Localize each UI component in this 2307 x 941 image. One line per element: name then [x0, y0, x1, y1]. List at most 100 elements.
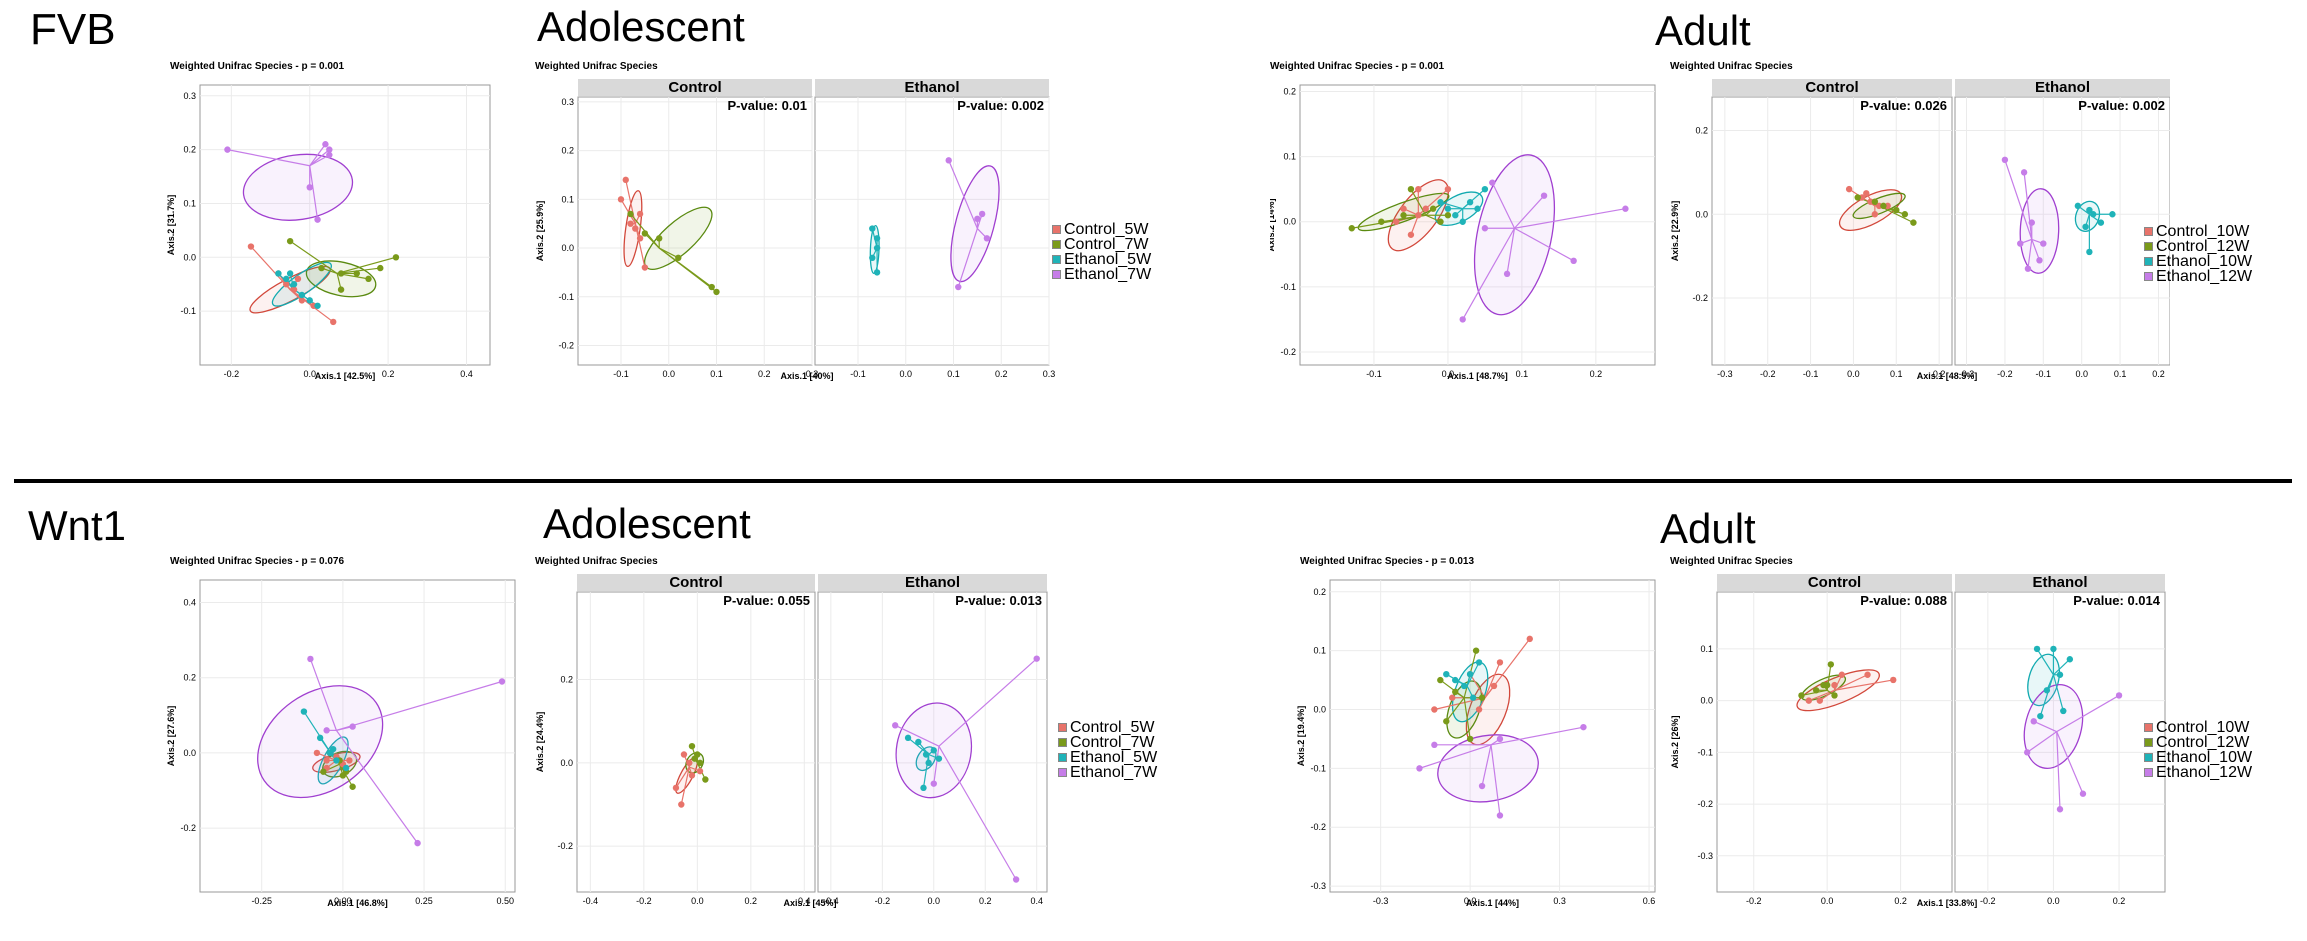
x-tick-label: -0.1	[1366, 369, 1382, 379]
p-value-label: P-value: 0.002	[2078, 98, 2165, 113]
x-tick-label: 0.0	[2075, 369, 2088, 379]
plot-panel: -0.1 0.0 0.1 0.2 0.3 Ethanol P-value: 0.002	[814, 79, 1055, 379]
spider-line	[1491, 182, 1516, 229]
point-Ethanol_5W	[925, 759, 932, 767]
point-Control_12W	[1348, 225, 1355, 232]
point-Control_5W	[641, 264, 649, 271]
legend-swatch	[2144, 738, 2153, 747]
point-Control_12W	[1820, 681, 1827, 689]
point-Ethanol_12W	[2056, 806, 2064, 813]
legend-wnt1-adult: Control_10W Control_12W Ethanol_10W Etha…	[2144, 720, 2252, 781]
spider-line	[2033, 720, 2057, 733]
y-tick-label: 0.2	[1313, 587, 1326, 597]
chart-fvb-adult-all: Weighted Unifrac Species - p = 0.001 -0.1…	[1270, 61, 1656, 381]
point-Ethanol_12W	[2115, 692, 2123, 699]
point-Control_5W	[627, 220, 634, 227]
point-Control_7W	[655, 235, 663, 242]
y-axis-label: Axis.2 [26%]	[1670, 715, 1680, 768]
point-Control_7W	[696, 759, 704, 767]
point-Control_12W	[1827, 661, 1835, 668]
point-Ethanol_7W	[891, 722, 899, 729]
point-Control_5W	[678, 801, 685, 808]
point-Ethanol_7W	[322, 141, 329, 148]
spider-line	[675, 766, 690, 789]
legend-item: Control_7W	[1052, 237, 1151, 253]
point-Control_7W	[320, 768, 327, 775]
x-tick-label: -0.1	[613, 369, 629, 379]
y-axis-label: Axis.2 [24.4%]	[535, 712, 545, 773]
point-Ethanol_5W	[290, 281, 298, 288]
point-Ethanol_12W	[2040, 240, 2047, 247]
x-axis-label: Axis.1 [45%]	[783, 898, 836, 908]
panel-frame	[814, 96, 1050, 366]
y-axis-label: Axis.2 [31.7%]	[166, 195, 176, 256]
x-tick-label: -0.3	[1959, 369, 1975, 379]
spider-line	[2026, 731, 2058, 753]
y-axis-label: Axis.2 [14%]	[1270, 198, 1276, 251]
point-Ethanol_5W	[930, 747, 937, 754]
point-Control_12W	[1831, 692, 1838, 699]
point-Control_12W	[1400, 212, 1407, 219]
point-Ethanol_7W	[349, 723, 356, 730]
point-Control_5W	[298, 297, 306, 304]
y-tick-label: -0.2	[1697, 799, 1713, 809]
point-Ethanol_5W	[915, 738, 922, 746]
legend-swatch	[2144, 272, 2153, 281]
y-axis-label: Axis.2 [27.6%]	[166, 706, 176, 767]
point-Ethanol_10W	[1452, 212, 1459, 219]
point-Control_7W	[365, 275, 372, 283]
plot-panel: -0.25 0.00 0.25 0.50 -0.2 0.0 0.2 0.4	[180, 579, 516, 906]
legend-fvb-adult: Control_10W Control_12W Ethanol_10W Etha…	[2144, 224, 2252, 285]
x-tick-label: 0.4	[798, 896, 811, 906]
legend-wnt1-adolescent: Control_5W Control_7W Ethanol_5W Ethanol…	[1058, 720, 1157, 781]
plot-panel: -0.1 0.0 0.1 0.2 -0.2 -0.1 0.0 0.1 0.2	[1280, 84, 1656, 379]
point-Ethanol_12W	[2079, 790, 2087, 797]
point-Ethanol_5W	[316, 734, 324, 742]
point-Control_10W	[1831, 681, 1838, 689]
point-Ethanol_5W	[869, 225, 876, 232]
legend-item: Ethanol_10W	[2144, 254, 2252, 270]
point-Ethanol_10W	[2066, 656, 2074, 663]
spider-line	[625, 179, 636, 224]
point-Control_5W	[636, 235, 644, 242]
spider-line	[658, 247, 717, 293]
plot-area	[891, 655, 1040, 883]
point-Control_12W	[1437, 676, 1444, 684]
spider-line	[309, 143, 326, 167]
point-Ethanol_5W	[314, 302, 321, 309]
point-Ethanol_12W	[1431, 741, 1438, 749]
chart-wnt1-adolescent-all: Weighted Unifrac Species - p = 0.076 -0.2…	[166, 556, 516, 908]
y-tick-label: 0.2	[183, 673, 196, 683]
y-tick-label: 0.1	[183, 198, 196, 208]
facet-strip	[578, 79, 812, 96]
point-Ethanol_10W	[1475, 659, 1483, 666]
point-Control_5W	[330, 318, 337, 326]
point-Ethanol_12W	[1481, 225, 1489, 232]
spider-line	[2039, 674, 2055, 717]
facet-strip-label: Control	[1808, 574, 1861, 591]
chart-fvb-adolescent-split: Weighted Unifrac Species -0.1 0.0 0.1 0.2 0.3…	[535, 61, 1055, 381]
point-Control_10W	[1475, 706, 1483, 713]
y-tick-label: 0.0	[183, 252, 196, 262]
facet-strip-label: Ethanol	[2033, 574, 2088, 591]
point-Ethanol_10W	[2086, 248, 2093, 256]
x-tick-label: -0.1	[2036, 369, 2052, 379]
point-Control_5W	[632, 225, 639, 232]
fvb-adult-title: Adult	[1655, 7, 1751, 54]
plot-area	[1416, 635, 1587, 819]
point-Ethanol_5W	[333, 757, 340, 764]
legend-swatch	[1058, 768, 1067, 777]
chart-title: Weighted Unifrac Species - p = 0.076	[170, 556, 344, 567]
point-Control_5W	[696, 767, 704, 775]
plot-panel: -0.2 0.0 0.2 0.4 -0.1 0.0 0.1 0.2 0.3	[180, 84, 491, 379]
facet-strip	[1955, 79, 2170, 96]
x-axis-label: Axis.1 [33.8%]	[1917, 898, 1978, 908]
spider-line	[2036, 648, 2054, 676]
legend-item: Control_7W	[1058, 735, 1157, 751]
point-Control_12W	[1893, 206, 1900, 214]
point-Ethanol_12W	[1503, 270, 1511, 278]
point-Ethanol_10W	[2097, 219, 2105, 226]
point-Ethanol_10W	[1444, 205, 1452, 212]
chart-title: Weighted Unifrac Species	[535, 556, 658, 567]
x-axis-label: Axis.1 [48.7%]	[1447, 371, 1508, 381]
